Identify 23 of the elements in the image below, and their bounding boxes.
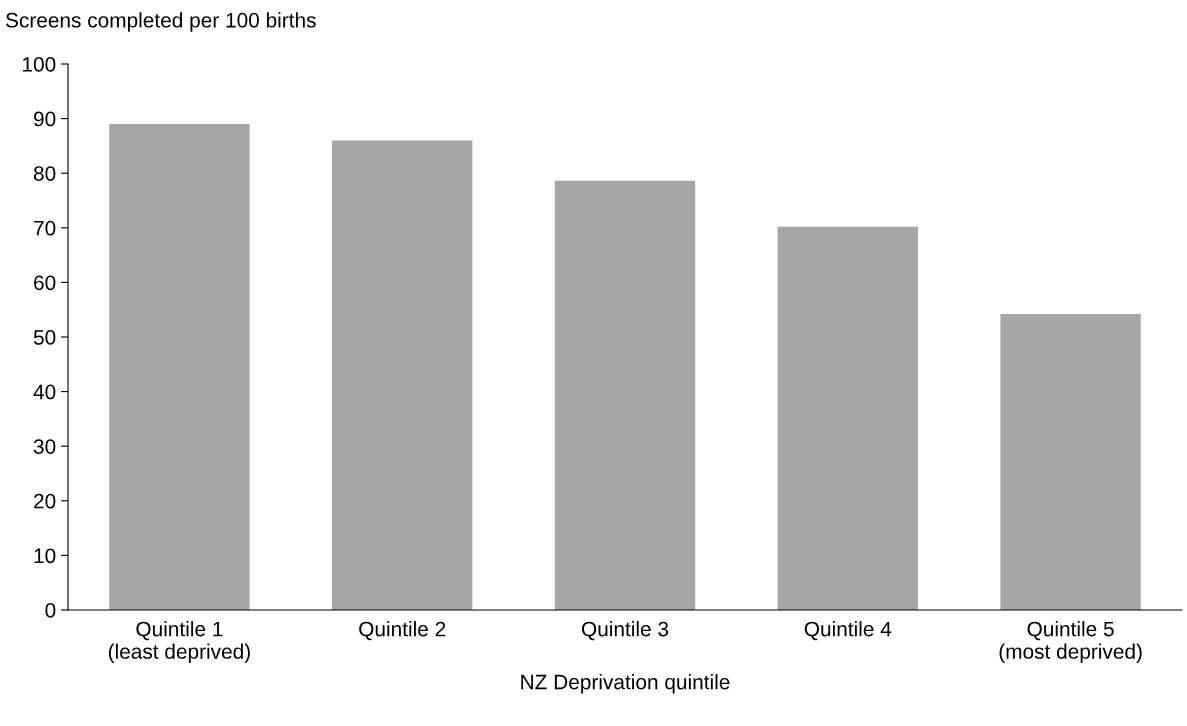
y-tick-label: 90 [34, 111, 56, 127]
bar [777, 226, 918, 610]
bar [554, 180, 696, 610]
x-tick-label: Quintile 1 (least deprived) [108, 621, 250, 663]
y-tick-label: 80 [33, 166, 56, 181]
y-tick-label: 100 [23, 57, 56, 72]
bar [1000, 314, 1141, 610]
bar [109, 124, 250, 610]
y-tick-label: 70 [34, 220, 56, 236]
y-tick-label: 40 [33, 384, 56, 400]
y-tick-label: 50 [33, 330, 56, 345]
y-tick-label: 10 [34, 548, 56, 564]
x-axis-title: NZ Deprivation quintile [521, 674, 730, 694]
y-tick-label: 60 [34, 275, 56, 291]
y-tick-label: 30 [33, 439, 56, 454]
y-tick-label: 20 [34, 493, 56, 509]
x-tick-label: Quintile 5 (most deprived) [999, 621, 1142, 663]
y-axis-title: Screens completed per 100 births [5, 12, 316, 32]
x-tick-label: Quintile 2 [359, 621, 446, 641]
y-tick-label: 0 [45, 603, 56, 618]
x-tick-label: Quintile 4 [804, 621, 892, 641]
x-tick-label: Quintile 3 [581, 621, 669, 641]
bar [332, 140, 473, 610]
